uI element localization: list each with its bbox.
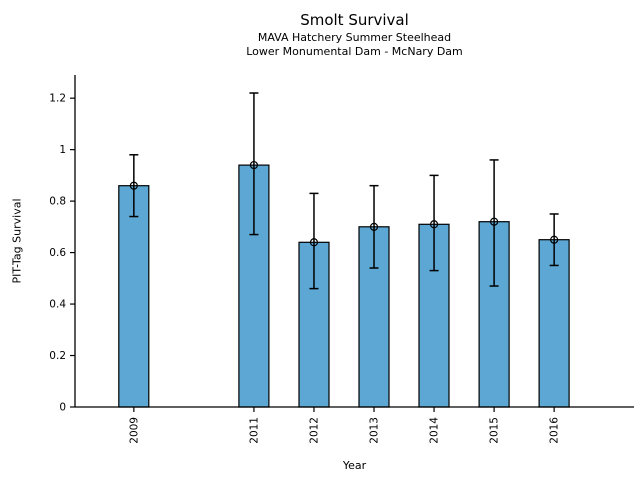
chart-subtitle-line2: Lower Monumental Dam - McNary Dam <box>246 45 463 58</box>
point-marker <box>369 222 379 231</box>
y-tick-label: 1 <box>59 144 66 156</box>
x-tick-label: 2014 <box>429 417 441 444</box>
point-marker <box>129 181 138 190</box>
y-tick-label: 0.6 <box>49 247 66 259</box>
x-tick-label: 2015 <box>489 417 501 444</box>
point-marker <box>309 238 319 247</box>
x-axis-label: Year <box>342 459 367 472</box>
point-marker <box>550 235 559 244</box>
x-tick-label: 2013 <box>369 417 381 444</box>
point-marker <box>249 160 259 170</box>
y-tick-label: 0 <box>59 402 66 414</box>
y-tick-label: 0.8 <box>49 196 66 208</box>
chart-subtitle-line1: MAVA Hatchery Summer Steelhead <box>257 31 452 44</box>
x-tick-label: 2012 <box>308 417 320 444</box>
point-marker <box>429 220 439 229</box>
chart-title: Smolt Survival <box>300 11 409 29</box>
bar <box>538 239 570 408</box>
bar <box>118 185 150 408</box>
x-tick-label: 2016 <box>549 417 561 444</box>
x-tick-label: 2009 <box>128 417 140 444</box>
y-tick-label: 0.4 <box>49 299 66 311</box>
point-marker <box>489 217 499 226</box>
y-tick-label: 1.2 <box>49 93 66 105</box>
y-tick-label: 0.2 <box>49 350 66 362</box>
x-tick-label: 2011 <box>248 417 260 444</box>
